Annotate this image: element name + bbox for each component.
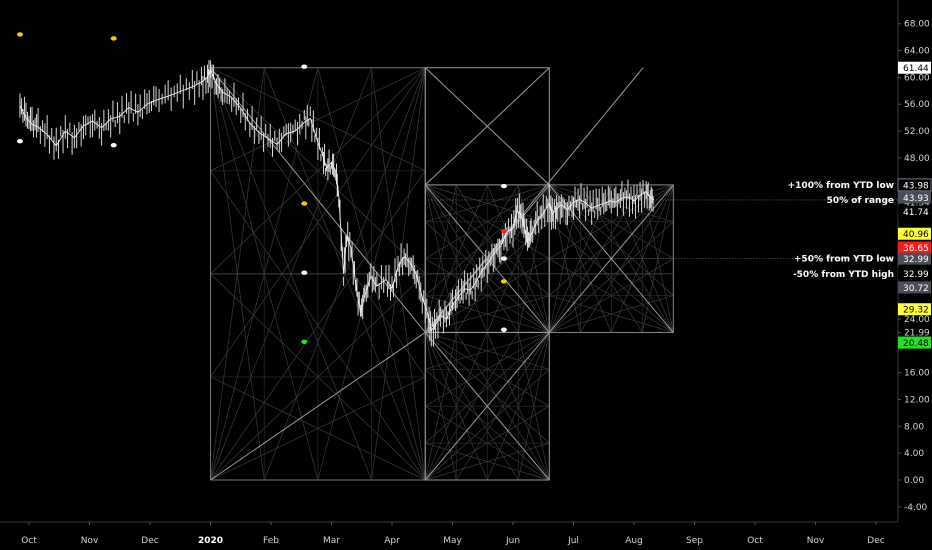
price-badge-label: 61.44 (903, 64, 929, 74)
signal-dot (110, 36, 117, 41)
price-badge-label: 36.65 (903, 244, 929, 254)
level-annotation: 50% of range (827, 196, 894, 206)
time-axis[interactable]: Oct Nov Dec 2020 Feb Mar Apr May Jun Jul Aug Sep Oct… (21, 522, 885, 546)
price-badge (898, 227, 931, 240)
gann-diagonal (424, 332, 550, 481)
price-badge-label: 32.99 (903, 270, 929, 280)
gann-diagonal (210, 67, 426, 333)
price-tick-label: 48.00 (904, 154, 930, 164)
price-badge (898, 252, 931, 265)
price-tick-label: 24.00 (904, 315, 930, 325)
time-tick-label: Oct (21, 536, 37, 546)
price-tick-label: 4.00 (904, 449, 924, 459)
price-tick-label: -4.00 (904, 503, 928, 513)
price-tick-label: 0.00 (904, 476, 924, 486)
level-annotation: +50% from YTD low (794, 255, 894, 265)
gann-diagonal (548, 184, 674, 333)
signal-dot (500, 183, 507, 189)
trend-lines (210, 67, 898, 481)
signal-dot (301, 270, 308, 275)
price-tick-label: 56.00 (904, 100, 930, 110)
price-badge-label: 41.74 (903, 208, 929, 218)
price-tick-label: 52.00 (904, 127, 930, 137)
price-badge (898, 61, 931, 74)
signal-dot (500, 327, 507, 332)
time-tick-label: Sep (686, 536, 703, 546)
price-line (19, 68, 655, 332)
price-tick-label: 8.00 (904, 422, 924, 432)
level-annotation: -50% from YTD high (793, 270, 894, 280)
price-badge-label: 29.32 (903, 306, 929, 316)
signal-dot (500, 228, 507, 234)
price-badge (898, 241, 931, 254)
time-tick-label: Jul (567, 536, 579, 546)
signal-dot (301, 201, 308, 206)
price-tick-label: 16.00 (904, 369, 930, 379)
gann-diagonal (424, 67, 550, 186)
price-tick-label: 12.00 (904, 395, 930, 405)
time-tick-label: Aug (625, 536, 643, 546)
time-tick-label: 2020 (198, 536, 223, 546)
price-badge (898, 303, 931, 316)
time-tick-label: Nov (807, 536, 825, 546)
price-badge (897, 178, 932, 192)
price-badge-label: 32.99 (903, 255, 929, 265)
signal-dot (110, 142, 117, 148)
time-tick-label: Dec (141, 536, 158, 546)
price-tick-label: 60.00 (904, 73, 930, 83)
price-tick-label: 21.99 (904, 328, 930, 338)
price-badge-label: 43.98 (903, 181, 929, 191)
price-badge (898, 281, 931, 294)
price-badge-label: 20.48 (903, 339, 929, 349)
level-annotation: +100% from YTD low (788, 181, 894, 191)
time-tick-label: Dec (867, 536, 884, 546)
price-badge (898, 205, 931, 218)
time-tick-label: Oct (747, 536, 763, 546)
signal-markers (16, 32, 507, 344)
time-tick-label: Jun (505, 536, 520, 546)
signal-dot (500, 256, 507, 261)
price-series (19, 59, 655, 347)
signal-dot (301, 339, 308, 344)
price-badge (898, 336, 931, 349)
signal-dot (16, 32, 23, 37)
price-badge-label: 40.96 (903, 230, 929, 240)
price-badge (898, 267, 931, 280)
price-tick-label: 68.00 (904, 20, 930, 30)
signal-dot (16, 138, 23, 144)
time-tick-label: Nov (81, 536, 99, 546)
gann-diagonal (424, 184, 550, 333)
time-tick-label: May (443, 536, 462, 546)
price-badge-label: 30.72 (903, 284, 929, 294)
price-tick-label: 41.34 (904, 199, 930, 209)
price-tick-label: 64.00 (904, 47, 930, 57)
price-badge-label: 43.93 (903, 194, 929, 204)
time-tick-label: Apr (384, 536, 400, 546)
annotations: +100% from YTD low 50% of range +50% from … (788, 181, 894, 280)
signal-dot (500, 279, 507, 284)
time-tick-label: Feb (263, 536, 279, 546)
price-labels: 61.4443.9843.9341.7440.9636.6532.9932.99… (897, 61, 932, 349)
time-tick-label: Mar (323, 536, 340, 546)
signal-dot (301, 64, 308, 69)
price-badge (898, 191, 931, 204)
gann-diagonal (210, 332, 426, 481)
